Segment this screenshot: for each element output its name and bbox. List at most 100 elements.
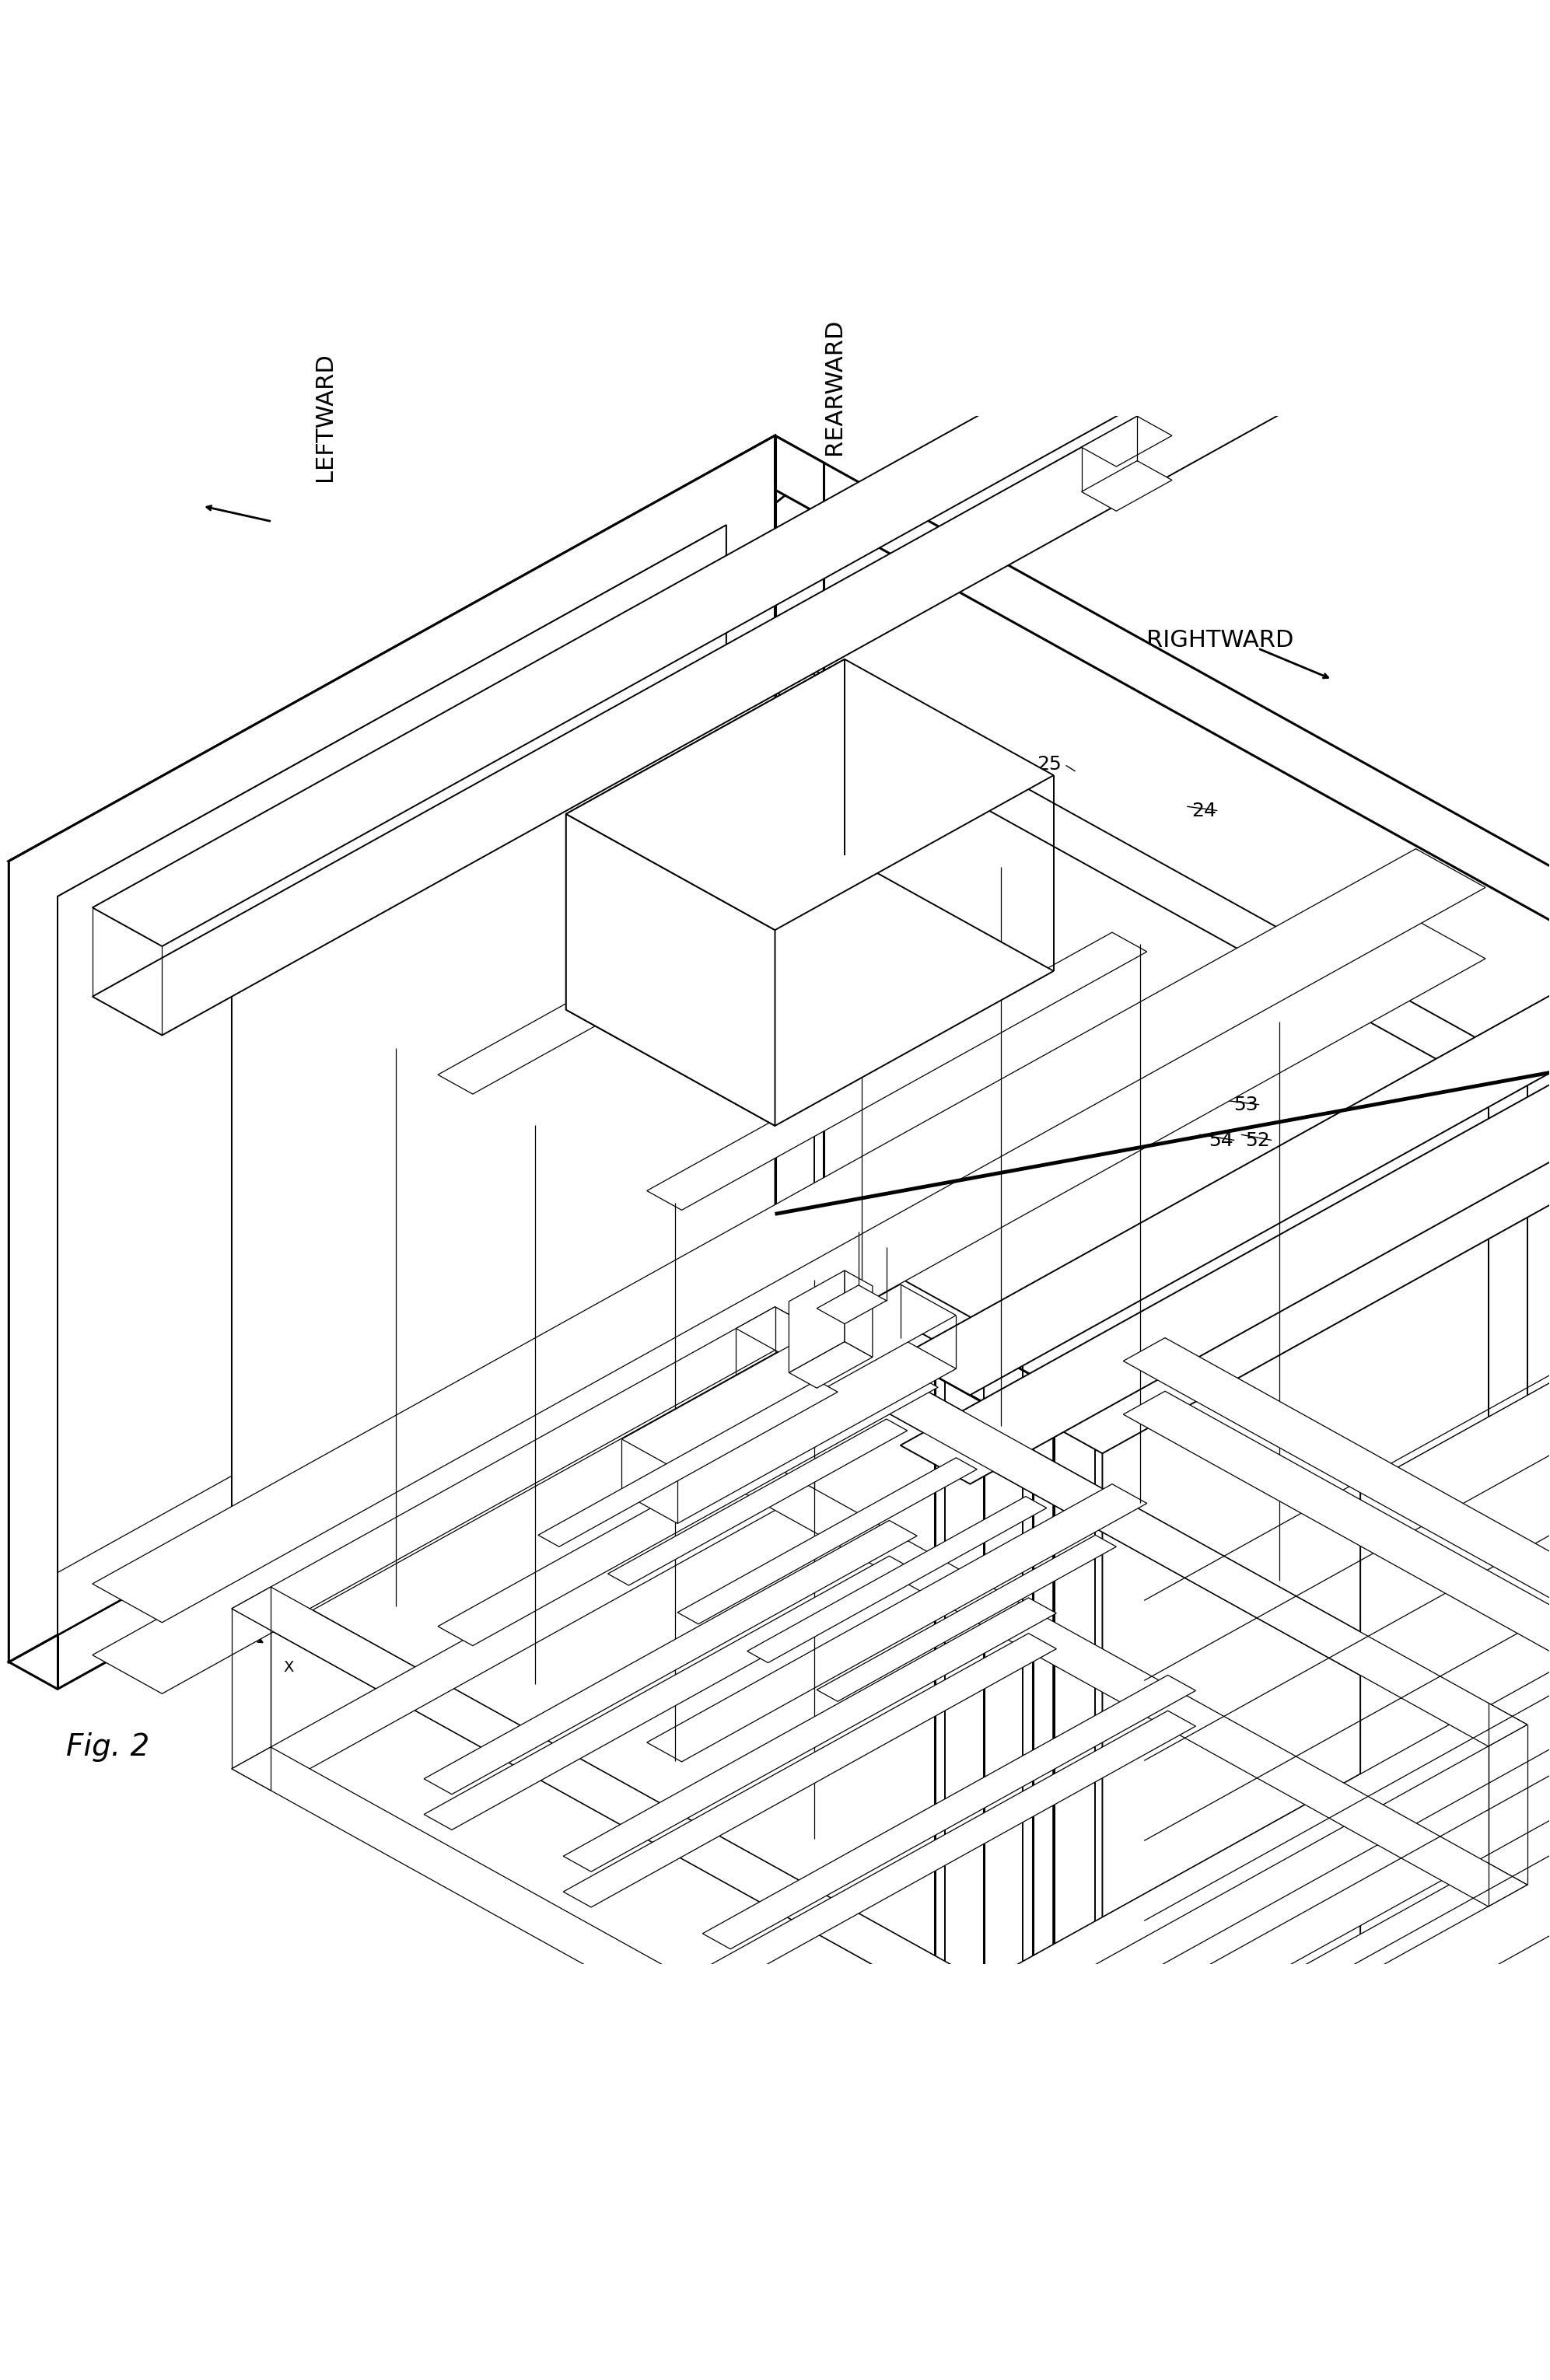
Polygon shape [1291, 300, 1381, 350]
Polygon shape [747, 1497, 1046, 1664]
Polygon shape [1124, 1338, 1550, 1980]
Polygon shape [566, 659, 1054, 931]
Polygon shape [736, 1307, 1527, 1747]
Text: RIGHTWARD: RIGHTWARD [1147, 628, 1294, 652]
Polygon shape [901, 621, 1550, 1395]
Text: 5: 5 [307, 966, 318, 985]
Polygon shape [1124, 1392, 1550, 2033]
Text: 1: 1 [677, 574, 690, 593]
Polygon shape [1054, 1871, 1550, 2380]
Polygon shape [93, 850, 1485, 1623]
Polygon shape [901, 709, 1550, 1485]
Polygon shape [1054, 1016, 1550, 1790]
Text: Fig. 2: Fig. 2 [67, 1733, 149, 1761]
Polygon shape [1415, 174, 1485, 300]
Polygon shape [231, 1307, 814, 1630]
Polygon shape [93, 262, 1485, 1035]
Polygon shape [845, 1271, 873, 1357]
Text: 53: 53 [1234, 1095, 1259, 1114]
Text: Y: Y [127, 1659, 136, 1676]
Polygon shape [1359, 1250, 1550, 2218]
Polygon shape [566, 814, 775, 1126]
Polygon shape [646, 1485, 1147, 1761]
Polygon shape [1144, 1547, 1550, 1840]
Polygon shape [901, 1297, 1550, 2071]
Text: 11: 11 [237, 1119, 260, 1138]
Polygon shape [1144, 1866, 1550, 2161]
Polygon shape [914, 2340, 998, 2380]
Polygon shape [9, 833, 1032, 1402]
Polygon shape [1144, 1706, 1550, 2002]
Polygon shape [425, 1521, 918, 1795]
Text: X: X [284, 1659, 295, 1676]
Text: 31: 31 [313, 909, 338, 928]
Text: 34: 34 [422, 1259, 446, 1276]
Polygon shape [566, 854, 1054, 1126]
Text: 24: 24 [1192, 802, 1217, 821]
Polygon shape [1144, 1388, 1550, 1680]
Polygon shape [231, 1587, 1023, 2025]
Polygon shape [646, 933, 1147, 1209]
Polygon shape [563, 1633, 1057, 1906]
Polygon shape [9, 1238, 823, 1690]
Polygon shape [1082, 462, 1172, 512]
Polygon shape [439, 816, 938, 1095]
Text: 17: 17 [308, 1026, 333, 1045]
Polygon shape [702, 1711, 1195, 1985]
Polygon shape [231, 647, 814, 971]
Polygon shape [1359, 1978, 1550, 2380]
Polygon shape [622, 1338, 956, 1523]
Polygon shape [9, 436, 823, 888]
Polygon shape [727, 436, 1550, 1004]
Polygon shape [622, 1285, 956, 1471]
Text: 25: 25 [1037, 754, 1062, 774]
Polygon shape [702, 1676, 1195, 1949]
Polygon shape [1359, 1250, 1550, 1683]
Polygon shape [93, 921, 1485, 1695]
Text: 41: 41 [713, 647, 738, 666]
Polygon shape [1054, 1016, 1550, 2218]
Polygon shape [901, 1368, 1550, 2142]
Text: 52: 52 [1246, 1130, 1271, 1150]
Polygon shape [231, 1747, 1023, 2187]
Polygon shape [1291, 345, 1381, 395]
Polygon shape [736, 647, 1527, 1088]
Polygon shape [231, 1587, 1023, 2025]
Text: 16: 16 [719, 1273, 744, 1292]
Text: 22: 22 [825, 1307, 849, 1326]
Polygon shape [563, 1597, 1057, 1871]
Polygon shape [817, 1285, 887, 1323]
Polygon shape [1144, 1466, 1550, 1761]
Polygon shape [231, 928, 1023, 1368]
Text: LEFTWARD: LEFTWARD [313, 352, 336, 481]
Text: 43: 43 [262, 859, 287, 878]
Polygon shape [1082, 416, 1172, 466]
Polygon shape [946, 1704, 1527, 2025]
Polygon shape [1144, 1307, 1550, 1599]
Text: W2: W2 [874, 714, 907, 733]
Polygon shape [736, 1307, 1527, 1747]
Text: 32: 32 [417, 1219, 442, 1238]
Text: 54: 54 [1209, 1130, 1234, 1150]
Text: Z: Z [205, 1495, 215, 1509]
Polygon shape [93, 174, 1485, 947]
Polygon shape [231, 1307, 814, 1630]
Text: FRONTWARD: FRONTWARD [71, 900, 225, 923]
Polygon shape [1144, 1628, 1550, 1921]
Polygon shape [439, 1368, 938, 1645]
Polygon shape [1102, 1104, 1550, 2130]
Polygon shape [935, 950, 1550, 1402]
Text: 51: 51 [777, 683, 801, 702]
Text: 42: 42 [262, 873, 287, 892]
Polygon shape [935, 1752, 1550, 2204]
Polygon shape [566, 659, 845, 1009]
Polygon shape [425, 1557, 918, 1830]
Text: 33: 33 [412, 1178, 437, 1197]
Polygon shape [946, 1864, 1527, 2187]
Polygon shape [1144, 1787, 1550, 2080]
Polygon shape [57, 526, 727, 1635]
Text: 14: 14 [316, 1069, 341, 1088]
Polygon shape [231, 647, 775, 1609]
Text: 51: 51 [1211, 1033, 1235, 1052]
Text: 15: 15 [222, 843, 245, 862]
